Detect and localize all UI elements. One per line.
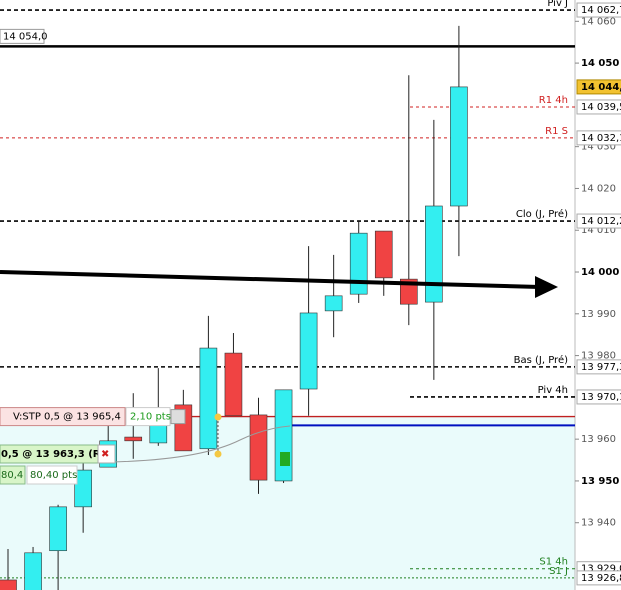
candle-body [274, 389, 293, 482]
level-name: R1 4h [539, 95, 568, 106]
buy-icon [280, 452, 290, 466]
limit-close-button[interactable] [97, 444, 116, 464]
gain-pts-box [26, 465, 78, 485]
y-tick-label: 14 000 [581, 267, 619, 278]
level-name: Piv J [547, 0, 568, 9]
y-tick-label: 13 980 [581, 351, 616, 362]
curve [109, 425, 291, 463]
level-value: 14 012,2 [581, 216, 621, 227]
dot [214, 413, 222, 421]
level-name: R1 S [545, 126, 568, 137]
candle-body [450, 86, 468, 207]
level-value: 13 926,8 [581, 573, 621, 584]
candle-body [349, 232, 368, 295]
level-value-box [576, 213, 621, 229]
trend-arrow [0, 270, 541, 289]
level-value: 14 039,5 [581, 102, 621, 113]
candle-body [299, 312, 318, 390]
dot [214, 450, 222, 458]
stop-pts-box [125, 407, 171, 427]
level-value: 14 062,7 [581, 5, 621, 16]
candle-body [74, 469, 92, 508]
level-name: S1 4h [539, 557, 568, 568]
candle-body [374, 230, 393, 279]
candle-body [425, 205, 443, 303]
y-tick-label: 13 990 [581, 309, 616, 320]
last-price-label: 14 044,3 [581, 82, 621, 93]
level-value-box [576, 359, 621, 375]
level-name: Piv 4h [538, 385, 568, 396]
marker-box [0, 28, 45, 44]
y-tick-label: 14 020 [581, 183, 616, 194]
level-value: 14 032,1 [581, 133, 621, 144]
candle-body [324, 295, 343, 312]
y-tick-label: 13 960 [581, 434, 616, 445]
level-name: Clo (J, Pré) [516, 208, 568, 220]
y-tick-label: 14 060 [581, 16, 616, 27]
level-value-box [576, 570, 621, 586]
level-value: 13 977,3 [581, 362, 621, 373]
candle-body [199, 347, 218, 450]
candle-body [224, 352, 243, 417]
stop-order-box [0, 407, 126, 427]
stop-close-button[interactable] [170, 409, 186, 425]
candle-body [249, 414, 268, 481]
y-tick-label: 14 050 [581, 58, 619, 69]
candle-body [0, 579, 17, 590]
limit-pts: 80,40 pts [30, 470, 77, 481]
level-name: Bas (J, Pré) [514, 354, 568, 366]
y-tick-label: 13 940 [581, 518, 616, 529]
last-price-box [576, 79, 621, 95]
candle-body [24, 552, 42, 590]
level-value-box [576, 2, 621, 18]
level-value: 13 970,1 [581, 392, 621, 403]
stop-order-text: V:STP 0,5 @ 13 965,4 [13, 412, 121, 423]
level-value-box [576, 130, 621, 146]
level-value-box [576, 99, 621, 115]
y-tick-label: 13 950 [581, 476, 619, 487]
level-value-box [576, 389, 621, 405]
gain-box [0, 465, 26, 485]
marker-label: 14 054,0 [3, 31, 48, 42]
close-x: ✖ [101, 449, 109, 460]
limit-gain: 80,4 [1, 470, 23, 481]
y-tick-label: 14 010 [581, 225, 616, 236]
level-name: S1 J [549, 566, 568, 577]
candle-body [49, 506, 67, 552]
arrow-head [535, 276, 558, 298]
y-tick-label: 14 030 [581, 142, 616, 153]
candle-body [124, 436, 143, 442]
level-value: 13 929,0 [581, 564, 621, 575]
limit-order-text: 0,5 @ 13 963,3 (RL) [1, 449, 111, 460]
stop-pts: 2,10 pts [130, 412, 171, 423]
